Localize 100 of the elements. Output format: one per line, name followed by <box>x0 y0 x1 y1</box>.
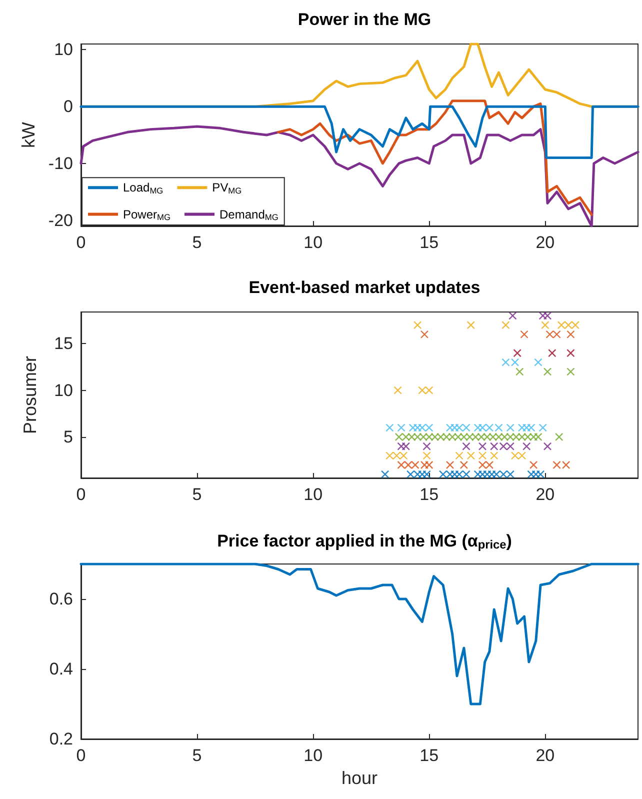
point <box>546 330 554 338</box>
y-tick-label: 10 <box>54 380 73 400</box>
point <box>411 460 420 470</box>
point <box>566 348 575 358</box>
y-tick-label: -10 <box>48 154 73 173</box>
point <box>538 424 547 432</box>
x-tick-label: 10 <box>304 233 323 252</box>
x-tick-label: 0 <box>76 746 86 765</box>
point <box>494 424 503 432</box>
point <box>422 470 431 478</box>
point <box>500 432 509 442</box>
point <box>413 320 422 330</box>
point <box>524 432 532 442</box>
point <box>462 470 470 478</box>
point <box>402 432 410 442</box>
point <box>548 348 556 358</box>
line-series <box>80 105 640 159</box>
point <box>506 470 514 478</box>
point <box>462 424 470 432</box>
point <box>488 432 498 442</box>
y-tick-label: 0.2 <box>49 730 73 748</box>
point <box>566 330 575 338</box>
point <box>386 452 394 460</box>
point <box>425 386 434 394</box>
x-tick-label: 15 <box>420 746 439 765</box>
point <box>562 460 570 470</box>
point <box>513 348 522 358</box>
point <box>466 320 475 330</box>
y-axis-title: kW <box>18 122 39 148</box>
x-tick-label: 5 <box>192 485 202 504</box>
point <box>386 424 394 432</box>
point <box>506 424 514 432</box>
chart-title: Event-based market updates <box>248 278 480 297</box>
point <box>450 424 459 432</box>
point <box>506 432 514 442</box>
point <box>552 330 561 338</box>
x-tick-label: 5 <box>192 233 202 252</box>
point <box>466 452 475 460</box>
x-tick-label: 0 <box>76 233 86 252</box>
point <box>446 424 454 432</box>
x-tick-label: 0 <box>76 485 86 504</box>
line-series <box>80 562 640 706</box>
point <box>543 368 552 376</box>
point <box>490 452 498 460</box>
point <box>418 424 426 432</box>
point <box>455 424 464 432</box>
x-tick-label: 10 <box>304 746 323 765</box>
point <box>538 312 547 320</box>
point <box>460 460 468 470</box>
y-axis-title: Prosumer <box>20 356 40 434</box>
point <box>478 442 487 450</box>
point <box>404 460 412 470</box>
point <box>485 460 494 470</box>
point <box>422 442 431 450</box>
point <box>380 470 390 478</box>
point <box>425 424 434 432</box>
point <box>420 460 429 470</box>
point <box>477 432 486 442</box>
point <box>557 320 566 330</box>
point <box>425 460 434 470</box>
point <box>516 368 524 376</box>
point <box>518 432 526 442</box>
point <box>522 424 531 432</box>
y-tick-label: -20 <box>48 210 73 230</box>
point <box>399 452 408 460</box>
point <box>522 442 531 450</box>
point <box>510 358 520 366</box>
point <box>488 470 496 478</box>
point <box>474 470 482 478</box>
point <box>474 424 482 432</box>
chart-title: Power in the MG <box>298 10 432 29</box>
point <box>419 432 428 442</box>
point <box>413 432 422 442</box>
point <box>418 470 426 478</box>
point <box>536 470 545 478</box>
point <box>406 470 415 478</box>
point <box>571 320 580 330</box>
point <box>485 424 494 432</box>
point <box>508 312 517 320</box>
point <box>518 452 526 460</box>
point <box>402 442 410 450</box>
y-tick-label: 0.6 <box>49 590 73 608</box>
point <box>436 432 445 442</box>
x-tick-label: 5 <box>192 746 202 765</box>
point <box>455 470 464 478</box>
point <box>483 470 492 478</box>
point <box>462 442 470 450</box>
point <box>454 432 462 442</box>
point <box>397 442 406 450</box>
point <box>478 452 487 460</box>
point <box>502 320 510 330</box>
point <box>483 432 492 442</box>
point <box>425 432 434 442</box>
y-tick-label: 10 <box>54 40 73 60</box>
y-tick-label: 0.4 <box>49 660 73 678</box>
point <box>566 368 575 376</box>
x-tick-label: 20 <box>536 746 555 765</box>
point <box>438 470 448 478</box>
point <box>490 442 498 450</box>
point <box>413 424 422 432</box>
